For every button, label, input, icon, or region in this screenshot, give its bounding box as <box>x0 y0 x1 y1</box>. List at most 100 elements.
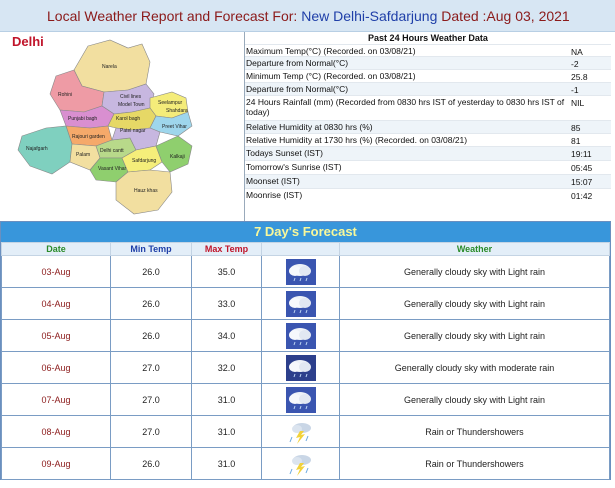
cloud-light-rain-icon <box>285 322 316 349</box>
observation-value: NIL <box>571 98 585 108</box>
svg-text:Punjabi bagh: Punjabi bagh <box>68 116 97 122</box>
svg-text:Civil lines: Civil lines <box>120 94 142 100</box>
observation-value: 19:11 <box>571 149 592 159</box>
forecast-icon-cell <box>261 447 340 480</box>
observation-label: Maximum Temp(°C) (Recorded. on 03/08/21) <box>246 46 416 56</box>
cloud-moderate-rain-icon <box>285 354 316 381</box>
forecast-rows: 03-Aug 26.0 35.0 Generally cloudy sky with … <box>1 255 610 480</box>
observation-value: -1 <box>571 85 579 95</box>
observation-label: Minimum Temp (°C) (Recorded. on 03/08/21… <box>246 71 416 81</box>
forecast-weather: Generally cloudy sky with Light rain <box>339 383 610 416</box>
forecast-weather: Generally cloudy sky with Light rain <box>339 255 610 288</box>
forecast-row: 07-Aug 27.0 31.0 Generally cloudy sky with … <box>1 383 610 416</box>
observation-label: 24 Hours Rainfall (mm) (Recorded from 08… <box>246 97 565 117</box>
forecast-max-temp: 33.0 <box>191 287 262 320</box>
station-name: New Delhi-Safdarjung <box>301 8 438 24</box>
svg-text:Patel nagar: Patel nagar <box>120 128 146 134</box>
forecast-row: 09-Aug 26.0 31.0 Rain or Thundershowers <box>1 447 610 480</box>
forecast-date: 06-Aug <box>1 351 111 384</box>
forecast-date: 04-Aug <box>1 287 111 320</box>
svg-text:Model Town: Model Town <box>118 102 145 108</box>
forecast-heading: 7 Day's Forecast <box>1 222 610 242</box>
title-prefix: Local Weather Report and Forecast For: <box>47 8 302 24</box>
forecast-table: Date Min Temp Max Temp Weather 03-Aug 26.… <box>1 242 610 480</box>
observation-row: Departure from Normal(°C) -1 <box>245 82 611 95</box>
past-24h-weather-panel: Past 24 Hours Weather Data Maximum Temp(… <box>244 32 611 221</box>
forecast-max-temp: 34.0 <box>191 319 262 352</box>
forecast-max-temp: 31.0 <box>191 447 262 480</box>
svg-text:Seelampur: Seelampur <box>158 100 183 106</box>
observation-value: NA <box>571 47 583 57</box>
forecast-date: 05-Aug <box>1 319 111 352</box>
svg-text:Karol bagh: Karol bagh <box>116 116 140 122</box>
forecast-weather: Generally cloudy sky with moderate rain <box>339 351 610 384</box>
observation-label: Departure from Normal(°C) <box>246 58 349 68</box>
forecast-weather: Rain or Thundershowers <box>339 447 610 480</box>
forecast-icon-cell <box>261 383 340 416</box>
observation-label: Relative Humidity at 1730 hrs (%) (Recor… <box>246 135 468 145</box>
forecast-icon-cell <box>261 415 340 448</box>
observation-row: Maximum Temp(°C) (Recorded. on 03/08/21)… <box>245 44 611 57</box>
observation-label: Todays Sunset (IST) <box>246 148 324 158</box>
svg-text:Preet Vihar: Preet Vihar <box>162 124 187 130</box>
thunderstorm-icon <box>286 454 316 476</box>
forecast-weather: Generally cloudy sky with Light rain <box>339 287 610 320</box>
observation-value: 85 <box>571 123 581 133</box>
svg-text:Palam: Palam <box>76 152 90 158</box>
forecast-date: 03-Aug <box>1 255 111 288</box>
observation-label: Moonset (IST) <box>246 176 300 186</box>
forecast-date: 09-Aug <box>1 447 111 480</box>
delhi-district-map: Narela Rohini Civil lines Model Town See… <box>0 32 244 221</box>
map-region-kalkaji <box>155 135 193 173</box>
forecast-min-temp: 26.0 <box>110 255 192 288</box>
observation-value: 01:42 <box>571 191 593 201</box>
col-min-temp: Min Temp <box>110 242 192 256</box>
observation-value: -2 <box>571 59 579 69</box>
cloud-light-rain-icon <box>285 290 316 317</box>
observation-label: Moonrise (IST) <box>246 190 303 200</box>
forecast-row: 04-Aug 26.0 33.0 Generally cloudy sky with … <box>1 287 610 320</box>
observation-row: Tomorrow's Sunrise (IST) 05:45 <box>245 160 611 174</box>
forecast-max-temp: 32.0 <box>191 351 262 384</box>
forecast-row: 08-Aug 27.0 31.0 Rain or Thundershowers <box>1 415 610 448</box>
seven-day-forecast: 7 Day's Forecast Date Min Temp Max Temp … <box>0 221 611 480</box>
svg-text:Najafgarh: Najafgarh <box>26 146 48 152</box>
observation-row: Relative Humidity at 1730 hrs (%) (Recor… <box>245 133 611 146</box>
svg-text:Kalkaji: Kalkaji <box>170 154 185 160</box>
forecast-icon-cell <box>261 319 340 352</box>
map-title: Delhi <box>12 34 44 49</box>
forecast-header-row: Date Min Temp Max Temp Weather <box>1 242 610 256</box>
report-title: Local Weather Report and Forecast For: N… <box>47 8 570 24</box>
observation-row: Todays Sunset (IST) 19:11 <box>245 146 611 160</box>
forecast-max-temp: 31.0 <box>191 383 262 416</box>
observation-label: Departure from Normal(°C) <box>246 84 349 94</box>
report-title-bar: Local Weather Report and Forecast For: N… <box>0 0 615 32</box>
forecast-row: 03-Aug 26.0 35.0 Generally cloudy sky with … <box>1 255 610 288</box>
observation-row: 24 Hours Rainfall (mm) (Recorded from 08… <box>245 95 611 120</box>
observation-row: Moonrise (IST) 01:42 <box>245 188 611 202</box>
forecast-icon-cell <box>261 287 340 320</box>
observation-row: Departure from Normal(°C) -2 <box>245 56 611 69</box>
observation-label: Tomorrow's Sunrise (IST) <box>246 162 342 172</box>
forecast-min-temp: 27.0 <box>110 415 192 448</box>
forecast-min-temp: 27.0 <box>110 383 192 416</box>
svg-text:Rajouri garden: Rajouri garden <box>72 134 105 140</box>
forecast-row: 06-Aug 27.0 32.0 Generally cloudy sky with … <box>1 351 610 384</box>
forecast-max-temp: 31.0 <box>191 415 262 448</box>
svg-text:Vasant Vihar: Vasant Vihar <box>98 166 127 172</box>
map-region-hauz-khas <box>115 169 173 215</box>
forecast-date: 08-Aug <box>1 415 111 448</box>
forecast-max-temp: 35.0 <box>191 255 262 288</box>
observation-row: Relative Humidity at 0830 hrs (%) 85 <box>245 120 611 133</box>
svg-text:Delhi cantt: Delhi cantt <box>100 148 124 154</box>
forecast-min-temp: 26.0 <box>110 319 192 352</box>
observation-row: Minimum Temp (°C) (Recorded. on 03/08/21… <box>245 69 611 82</box>
forecast-weather: Generally cloudy sky with Light rain <box>339 319 610 352</box>
col-weather: Weather <box>339 242 610 256</box>
cloud-light-rain-icon <box>285 258 316 285</box>
forecast-icon-cell <box>261 351 340 384</box>
forecast-weather: Rain or Thundershowers <box>339 415 610 448</box>
svg-text:Shahdara: Shahdara <box>166 108 188 114</box>
observation-rows: Maximum Temp(°C) (Recorded. on 03/08/21)… <box>245 44 611 202</box>
col-date: Date <box>1 242 111 256</box>
